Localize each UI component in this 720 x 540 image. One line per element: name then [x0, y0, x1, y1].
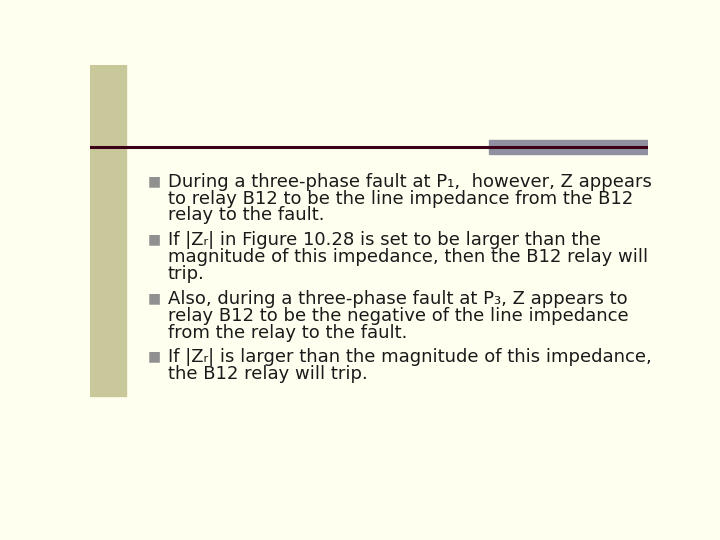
Text: ■: ■: [148, 350, 161, 364]
Text: relay B12 to be the negative of the line impedance: relay B12 to be the negative of the line…: [168, 307, 628, 325]
Text: trip.: trip.: [168, 265, 204, 283]
Bar: [90, 65, 127, 396]
Text: the B12 relay will trip.: the B12 relay will trip.: [168, 365, 367, 383]
Text: ■: ■: [148, 233, 161, 247]
Text: Also, during a three-phase fault at P₃, Z appears to: Also, during a three-phase fault at P₃, …: [168, 289, 627, 308]
Text: If |Zᵣ| in Figure 10.28 is set to be larger than the: If |Zᵣ| in Figure 10.28 is set to be lar…: [168, 231, 600, 249]
Text: During a three-phase fault at P₁,  however, Z appears: During a three-phase fault at P₁, howeve…: [168, 173, 652, 191]
Text: magnitude of this impedance, then the B12 relay will: magnitude of this impedance, then the B1…: [168, 248, 647, 266]
Text: If |Zᵣ| is larger than the magnitude of this impedance,: If |Zᵣ| is larger than the magnitude of …: [168, 348, 652, 366]
Text: from the relay to the fault.: from the relay to the fault.: [168, 323, 407, 341]
Text: to relay B12 to be the line impedance from the B12: to relay B12 to be the line impedance fr…: [168, 190, 633, 207]
Text: relay to the fault.: relay to the fault.: [168, 206, 324, 225]
Text: ■: ■: [148, 291, 161, 305]
Text: ■: ■: [148, 174, 161, 188]
Bar: [489, 140, 648, 154]
